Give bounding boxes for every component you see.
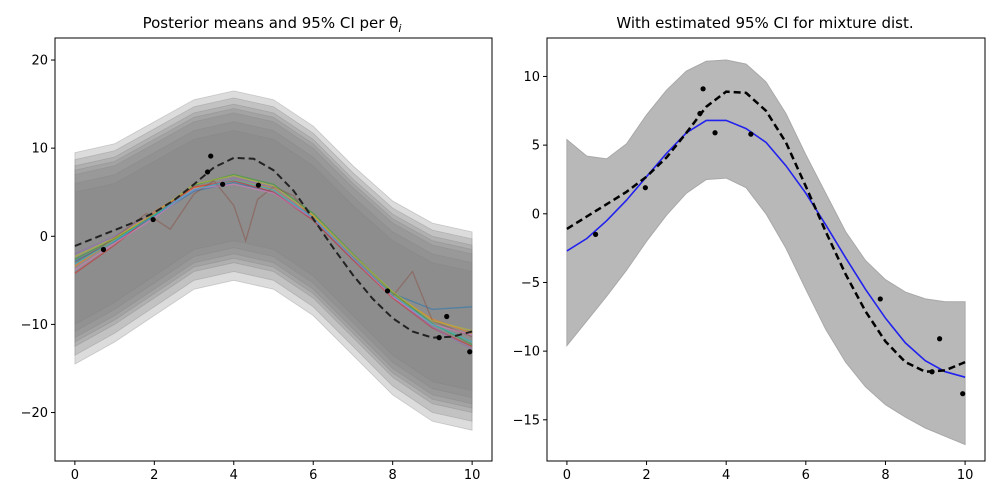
left-ci-band [74, 121, 473, 422]
left-ci-band [74, 103, 473, 405]
right-true-function-line [566, 90, 966, 373]
right-y-tick-label: 0 [532, 207, 540, 222]
right-observation-point [937, 336, 943, 342]
left-x-tick-label: 10 [464, 468, 481, 483]
right-observations [592, 86, 966, 397]
right-y-tick-label: −10 [513, 345, 540, 360]
right-observation-point [712, 130, 718, 136]
left-ci-band [74, 108, 473, 409]
left-x-tick-label: 4 [230, 468, 238, 483]
right-x-axis: 0 2 4 6 8 10 [563, 461, 974, 483]
left-true-function-line [74, 156, 473, 339]
right-observation-point [929, 369, 935, 375]
right-y-tick-label: −15 [513, 413, 540, 428]
left-x-tick-label: 6 [309, 468, 317, 483]
left-x-tick-label: 8 [389, 468, 397, 483]
right-y-axis: −15 −10 −5 0 5 10 [513, 70, 547, 428]
left-observation-point [255, 182, 262, 188]
left-posterior-means [74, 173, 473, 350]
right-x-tick-label: 0 [563, 468, 571, 483]
right-plot-frame [546, 37, 986, 462]
left-title-text: Posterior means and 95% CI per θ [143, 14, 399, 32]
left-ci-band [74, 130, 473, 431]
left-posterior-mean-line [74, 174, 473, 332]
right-mixture-mean [566, 119, 966, 378]
right-x-tick-label: 10 [957, 468, 974, 483]
left-observation-point [150, 216, 156, 223]
left-observation-point [100, 246, 107, 253]
right-true-function [566, 90, 966, 373]
left-ci-band [74, 112, 473, 413]
left-chart-panel: Posterior means and 95% CI per θi 0 2 4 6 8 1… [21, 14, 493, 483]
left-x-tick-label: 2 [150, 468, 158, 483]
left-ci-band [74, 90, 473, 391]
left-ci-band [74, 97, 473, 399]
left-observation-point [208, 153, 214, 159]
left-observation-point [444, 313, 450, 320]
right-chart-panel: With estimated 95% CI for mixture dist. … [513, 14, 986, 483]
right-mixture-mean-line [566, 119, 966, 378]
right-y-tick-label: 10 [523, 70, 540, 85]
left-true-function [74, 156, 473, 339]
left-chart-title: Posterior means and 95% CI per θi [143, 14, 402, 35]
right-observation-point [642, 185, 648, 191]
right-x-tick-label: 8 [881, 468, 889, 483]
right-y-tick-label: 5 [532, 139, 540, 154]
right-observation-point [700, 86, 706, 92]
right-observation-point [697, 110, 703, 117]
left-title-subscript: i [398, 22, 401, 35]
left-y-tick-label: 0 [40, 230, 48, 245]
right-observation-point [748, 131, 754, 137]
left-observation-point [436, 335, 442, 341]
left-posterior-mean-line [74, 179, 473, 343]
left-y-tick-label: 20 [31, 54, 48, 69]
left-y-tick-label: −20 [21, 406, 48, 421]
left-y-tick-label: 10 [31, 142, 48, 157]
right-x-tick-label: 2 [642, 468, 650, 483]
left-observation-point [467, 349, 473, 355]
left-ci-bands [74, 90, 473, 431]
left-observation-point [204, 169, 211, 175]
left-y-tick-label: −10 [21, 318, 48, 333]
right-chart-title: With estimated 95% CI for mixture dist. [616, 14, 913, 32]
right-y-tick-label: −5 [521, 276, 540, 291]
left-observations [100, 153, 473, 355]
left-observation-point [220, 181, 226, 187]
right-observation-point [960, 391, 966, 397]
right-x-tick-label: 6 [802, 468, 810, 483]
right-observation-point [877, 296, 883, 302]
left-observation-point [384, 288, 391, 294]
right-observation-point [592, 231, 599, 237]
left-posterior-mean-line [74, 183, 473, 336]
left-posterior-mean-line [74, 179, 473, 338]
right-x-tick-label: 4 [722, 468, 730, 483]
left-y-axis: −20 −10 0 10 20 [21, 54, 55, 421]
left-x-tick-label: 0 [71, 468, 79, 483]
left-plot-frame [54, 37, 493, 462]
left-x-axis: 0 2 4 6 8 10 [71, 461, 481, 483]
